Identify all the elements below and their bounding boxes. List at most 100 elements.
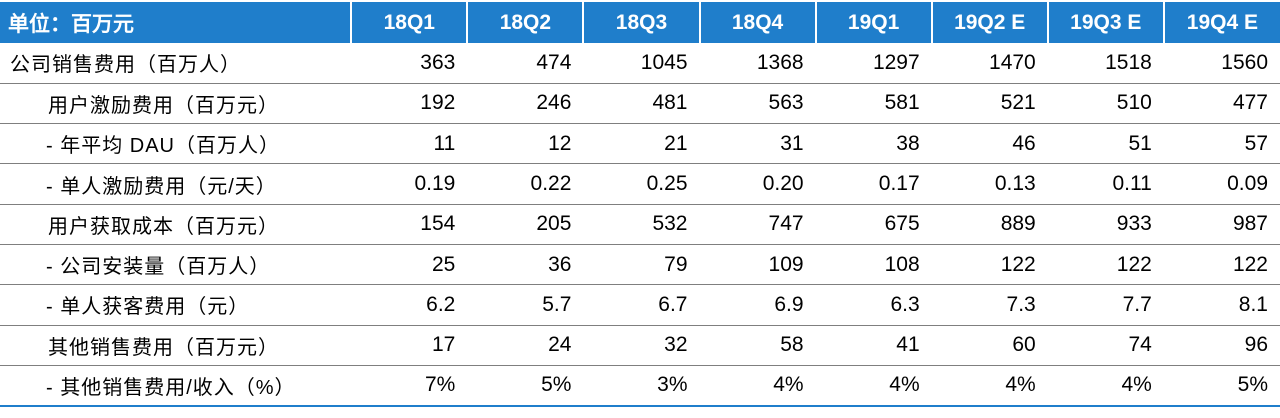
table-cell: 8.1 xyxy=(1163,284,1280,326)
table-cell: 532 xyxy=(583,204,700,245)
table-row: - 年平均 DAU（百万人） 11 12 21 31 38 46 51 57 xyxy=(0,123,1280,165)
table-cell: 122 xyxy=(1047,244,1164,286)
table-cell: 21 xyxy=(583,123,700,165)
table-cell: 0.09 xyxy=(1163,163,1280,205)
table-cell: 0.13 xyxy=(931,163,1048,205)
table-cell: 46 xyxy=(931,123,1048,165)
table-cell: 108 xyxy=(815,244,932,286)
table-cell: 12 xyxy=(467,123,584,165)
table-cell: 5.7 xyxy=(467,284,584,326)
table-cell: 1368 xyxy=(699,43,816,84)
table-row: 用户激励费用（百万元） 192 246 481 563 581 521 510 477 xyxy=(0,83,1280,125)
table-cell: 109 xyxy=(699,244,816,286)
table-row: - 公司安装量（百万人） 25 36 79 109 108 122 122 122 xyxy=(0,244,1280,286)
table-cell: 6.3 xyxy=(815,284,932,326)
table-cell: 32 xyxy=(583,325,700,366)
table-cell: 477 xyxy=(1163,83,1280,125)
table-cell: 38 xyxy=(815,123,932,165)
table-row: - 单人激励费用（元/天） 0.19 0.22 0.25 0.20 0.17 0.13 0.1… xyxy=(0,163,1280,205)
table-row: 其他销售费用（百万元） 17 24 32 58 41 60 74 96 xyxy=(0,325,1280,366)
table-cell: 51 xyxy=(1047,123,1164,165)
row-label: - 单人获客费用（元） xyxy=(0,284,352,326)
table-cell: 96 xyxy=(1163,325,1280,366)
table-cell: 889 xyxy=(931,204,1048,245)
table-cell: 79 xyxy=(583,244,700,286)
table-cell: 1297 xyxy=(815,43,932,84)
table-cell: 0.17 xyxy=(815,163,932,205)
table-cell: 7.3 xyxy=(931,284,1048,326)
row-label: - 公司安装量（百万人） xyxy=(0,244,352,286)
header-col: 19Q1 xyxy=(815,2,933,43)
row-label: 用户激励费用（百万元） xyxy=(0,83,352,125)
header-col: 19Q4 E xyxy=(1163,2,1280,43)
table-cell: 7.7 xyxy=(1047,284,1164,326)
header-col: 18Q3 xyxy=(583,2,701,43)
table-cell: 474 xyxy=(467,43,584,84)
table-cell: 581 xyxy=(815,83,932,125)
table-cell: 521 xyxy=(931,83,1048,125)
table-cell: 675 xyxy=(815,204,932,245)
header-col: 18Q4 xyxy=(699,2,817,43)
row-label: 其他销售费用（百万元） xyxy=(0,325,352,366)
table-cell: 36 xyxy=(467,244,584,286)
table-cell: 1518 xyxy=(1047,43,1164,84)
table-cell: 6.9 xyxy=(699,284,816,326)
table-cell: 25 xyxy=(351,244,468,286)
table-cell: 563 xyxy=(699,83,816,125)
table-cell: 933 xyxy=(1047,204,1164,245)
table-cell: 5% xyxy=(467,365,584,407)
table-row: - 其他销售费用/收入（%） 7% 5% 3% 4% 4% 4% 4% 5% xyxy=(0,365,1280,407)
table-cell: 24 xyxy=(467,325,584,366)
table-cell: 122 xyxy=(931,244,1048,286)
header-col: 19Q3 E xyxy=(1047,2,1165,43)
table-cell: 4% xyxy=(699,365,816,407)
header-unit: 单位：百万元 xyxy=(0,2,353,43)
table-cell: 0.19 xyxy=(351,163,468,205)
sales-expense-table: 单位：百万元 18Q1 18Q2 18Q3 18Q4 19Q1 19Q2 E 1… xyxy=(0,2,1280,407)
table-cell: 3% xyxy=(583,365,700,407)
table-cell: 74 xyxy=(1047,325,1164,366)
table-cell: 1560 xyxy=(1163,43,1280,84)
table-cell: 987 xyxy=(1163,204,1280,245)
table-cell: 510 xyxy=(1047,83,1164,125)
header-col: 18Q2 xyxy=(467,2,585,43)
header-col: 19Q2 E xyxy=(931,2,1049,43)
table-cell: 11 xyxy=(351,123,468,165)
table-cell: 154 xyxy=(351,204,468,245)
table-body: 公司销售费用（百万人） 363 474 1045 1368 1297 1470 1518 156… xyxy=(0,43,1280,407)
row-label: - 其他销售费用/收入（%） xyxy=(0,365,352,407)
table-cell: 246 xyxy=(467,83,584,125)
table-cell: 0.20 xyxy=(699,163,816,205)
table-cell: 6.7 xyxy=(583,284,700,326)
table-cell: 192 xyxy=(351,83,468,125)
row-label: - 年平均 DAU（百万人） xyxy=(0,123,352,165)
table-cell: 4% xyxy=(815,365,932,407)
table-row: - 单人获客费用（元） 6.2 5.7 6.7 6.9 6.3 7.3 7.7 8.1 xyxy=(0,284,1280,326)
table-cell: 363 xyxy=(351,43,468,84)
row-label: - 单人激励费用（元/天） xyxy=(0,163,352,205)
table-cell: 0.25 xyxy=(583,163,700,205)
table-cell: 17 xyxy=(351,325,468,366)
table-cell: 4% xyxy=(931,365,1048,407)
table-row: 公司销售费用（百万人） 363 474 1045 1368 1297 1470 1518 156… xyxy=(0,43,1280,84)
table-cell: 5% xyxy=(1163,365,1280,407)
table-cell: 0.22 xyxy=(467,163,584,205)
table-cell: 57 xyxy=(1163,123,1280,165)
table-cell: 7% xyxy=(351,365,468,407)
table-header-row: 单位：百万元 18Q1 18Q2 18Q3 18Q4 19Q1 19Q2 E 1… xyxy=(0,2,1280,43)
table-cell: 6.2 xyxy=(351,284,468,326)
row-label: 用户获取成本（百万元） xyxy=(0,204,352,245)
table-cell: 41 xyxy=(815,325,932,366)
table-cell: 481 xyxy=(583,83,700,125)
table-cell: 0.11 xyxy=(1047,163,1164,205)
table-cell: 747 xyxy=(699,204,816,245)
table-row: 用户获取成本（百万元） 154 205 532 747 675 889 933 987 xyxy=(0,204,1280,245)
table-cell: 58 xyxy=(699,325,816,366)
table-cell: 1470 xyxy=(931,43,1048,84)
table-cell: 1045 xyxy=(583,43,700,84)
row-label: 公司销售费用（百万人） xyxy=(0,43,352,84)
header-col: 18Q1 xyxy=(351,2,469,43)
table-cell: 31 xyxy=(699,123,816,165)
table-cell: 60 xyxy=(931,325,1048,366)
table-cell: 122 xyxy=(1163,244,1280,286)
